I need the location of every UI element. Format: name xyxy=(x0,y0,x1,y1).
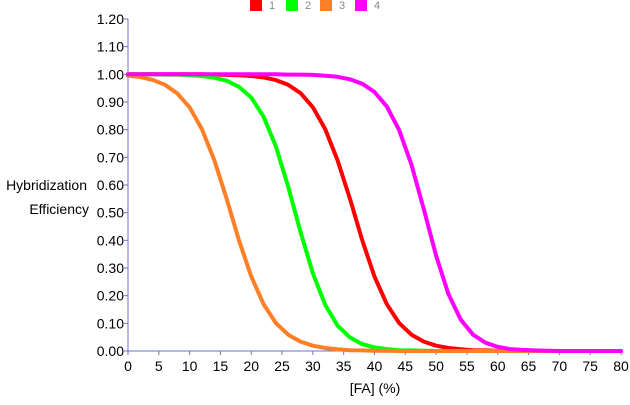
y-tick-label: 1.20 xyxy=(97,11,124,27)
y-tick-label: 1.10 xyxy=(97,39,124,55)
x-tick-label: 45 xyxy=(398,358,414,374)
x-tick-label: 0 xyxy=(124,358,132,374)
y-tick-label: 1.00 xyxy=(97,66,124,82)
y-tick-label: 0.90 xyxy=(97,94,124,110)
y-tick-label: 0.50 xyxy=(97,205,124,221)
x-tick-label: 20 xyxy=(243,358,259,374)
x-tick-label: 40 xyxy=(367,358,383,374)
x-tick-label: 15 xyxy=(213,358,229,374)
series-line-4 xyxy=(126,72,623,353)
series-line-3 xyxy=(126,73,623,353)
legend-label-3: 3 xyxy=(339,0,345,12)
y-axis-title-line-2: Efficiency xyxy=(29,201,89,217)
axes: 0.00 0.10 0.20 0.30 0.40 0.50 0.60 0.70 0.80 0.90… xyxy=(97,11,629,374)
x-tick-label: 65 xyxy=(521,358,537,374)
x-tick-label: 75 xyxy=(582,358,598,374)
y-tick-label: 0.20 xyxy=(97,288,124,304)
y-tick-label: 0.70 xyxy=(97,149,124,165)
x-tick-label: 50 xyxy=(428,358,444,374)
y-tick-label: 0.00 xyxy=(97,343,124,359)
x-tick-label: 60 xyxy=(490,358,506,374)
series-line-2 xyxy=(126,72,623,353)
x-tick-label: 30 xyxy=(305,358,321,374)
legend: 1 2 3 4 xyxy=(250,0,380,12)
x-tick-label: 35 xyxy=(336,358,352,374)
x-tick-label: 5 xyxy=(155,358,163,374)
x-tick-label: 70 xyxy=(552,358,568,374)
y-axis-title-line-1: Hybridization xyxy=(6,177,87,193)
y-tick-label: 0.10 xyxy=(97,315,124,331)
y-tick-label: 0.40 xyxy=(97,232,124,248)
x-tick-label: 55 xyxy=(459,358,475,374)
y-tick-label: 0.30 xyxy=(97,260,124,276)
y-tick-label: 0.80 xyxy=(97,122,124,138)
legend-swatch-1 xyxy=(250,0,262,11)
legend-label-2: 2 xyxy=(305,0,311,12)
x-tick-label: 10 xyxy=(182,358,198,374)
plot-series xyxy=(126,72,623,353)
legend-label-1: 1 xyxy=(269,0,275,12)
x-tick-label: 25 xyxy=(274,358,290,374)
legend-swatch-3 xyxy=(320,0,332,11)
axis-titles: Hybridization Efficiency [FA] (%) xyxy=(6,177,400,396)
legend-label-4: 4 xyxy=(374,0,380,12)
legend-swatch-2 xyxy=(286,0,298,11)
x-axis-title: [FA] (%) xyxy=(350,380,401,396)
series-line-1 xyxy=(126,72,623,353)
y-tick-label: 0.60 xyxy=(97,177,124,193)
legend-swatch-4 xyxy=(355,0,367,11)
x-tick-label: 80 xyxy=(613,358,629,374)
